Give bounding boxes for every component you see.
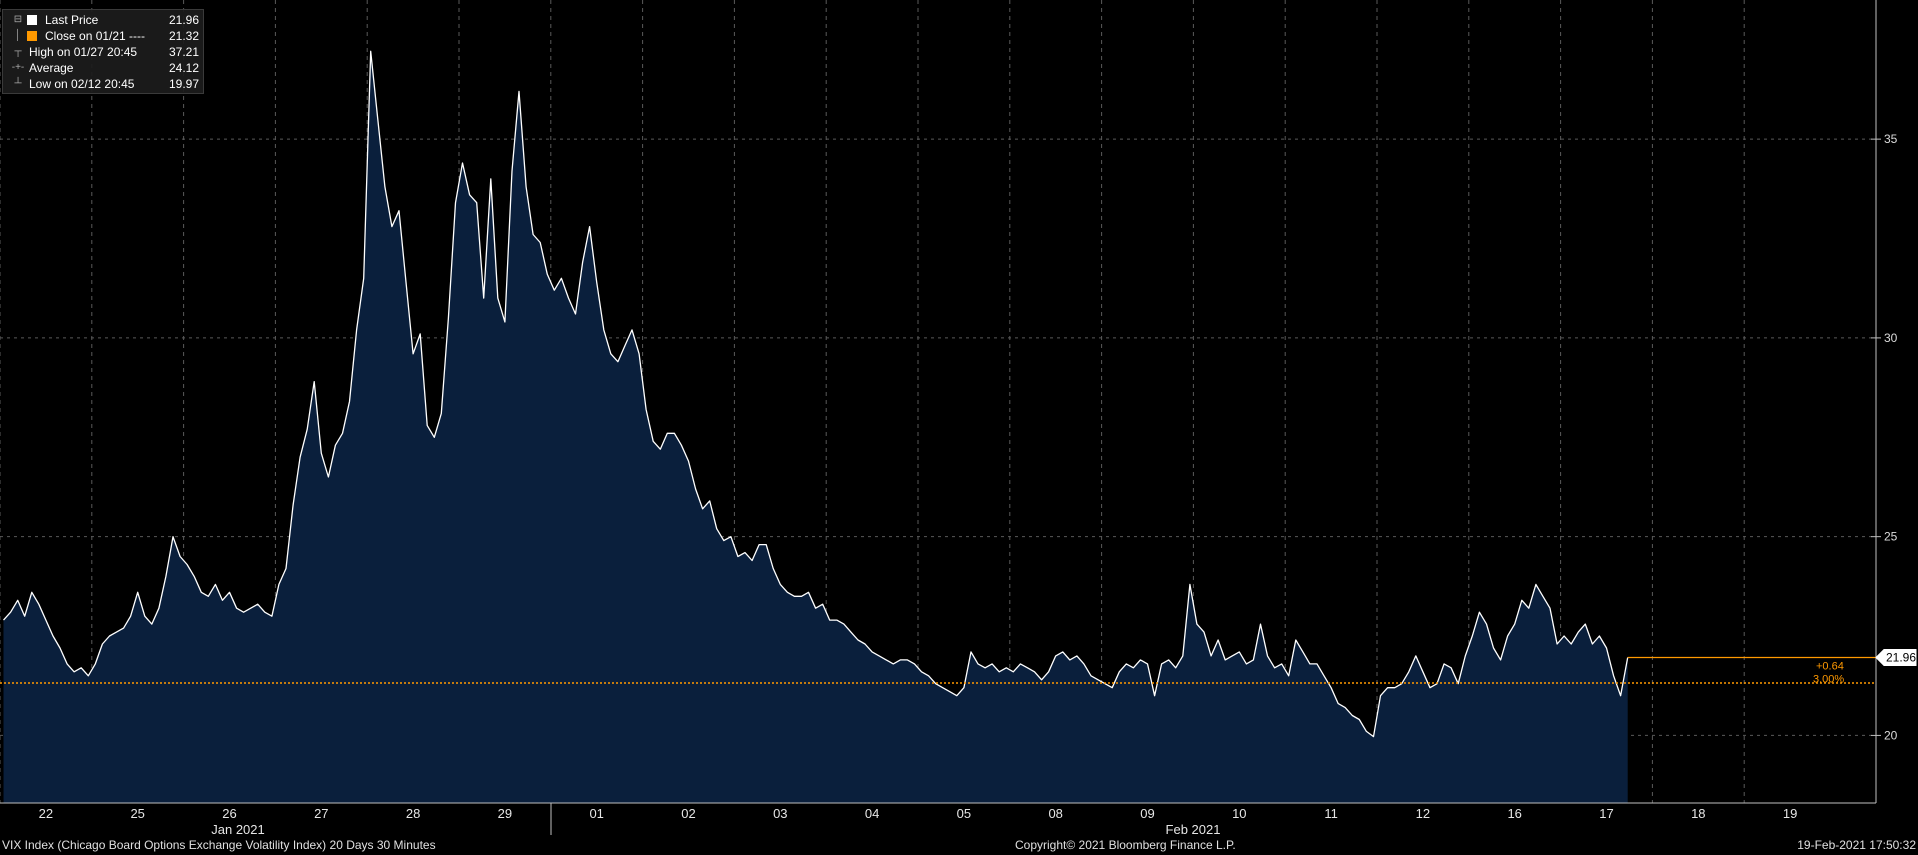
legend-label: Close on 01/21 ---- [45, 29, 146, 43]
average-marker-icon: -+- [11, 62, 25, 73]
legend-label: Average [29, 61, 74, 75]
price-area [3, 50, 1629, 804]
y-tick-label: 20 [1884, 728, 1898, 742]
x-tick-label: 02 [681, 806, 695, 821]
y-tick-label: 35 [1884, 132, 1898, 146]
copyright-notice: Copyright© 2021 Bloomberg Finance L.P. [1015, 838, 1236, 852]
close-swatch-icon [27, 31, 37, 41]
x-tick-label: 22 [39, 806, 53, 821]
legend-value: 21.96 [168, 13, 199, 27]
y-tick-label: 30 [1884, 331, 1898, 345]
x-tick-label: 28 [406, 806, 420, 821]
legend-label: Low on 02/12 20:45 [29, 77, 135, 91]
x-month-label: Jan 2021 [211, 822, 265, 837]
y-axis: 20 25 30 35 [1871, 0, 1898, 803]
security-description: VIX Index (Chicago Board Options Exchang… [2, 838, 436, 852]
legend-label: High on 01/27 20:45 [29, 45, 138, 59]
x-tick-label: 03 [773, 806, 787, 821]
x-tick-label: 16 [1507, 806, 1521, 821]
legend-average: -+- Average 24.12 [11, 60, 199, 76]
tree-line-icon: │ [14, 30, 22, 41]
legend-collapse-icon[interactable]: ⊟ [13, 14, 23, 25]
x-tick-label: 25 [130, 806, 144, 821]
legend-value: 21.32 [168, 29, 199, 43]
x-tick-label: 09 [1140, 806, 1154, 821]
last-price-tag-label: 21.96 [1886, 651, 1916, 665]
x-tick-label: 08 [1048, 806, 1062, 821]
legend-value: 24.12 [168, 61, 199, 75]
x-tick-label: 29 [498, 806, 512, 821]
x-tick-label: 04 [865, 806, 879, 821]
x-tick-label: 11 [1324, 806, 1338, 821]
last-price-markers: 21.96 +0.643.00% [1627, 649, 1917, 686]
x-tick-label: 27 [314, 806, 328, 821]
x-tick-label: 10 [1232, 806, 1246, 821]
price-line [3, 50, 1629, 738]
y-tick-label: 25 [1884, 530, 1898, 544]
legend-last-price: ⊟ Last Price 21.96 [11, 12, 199, 28]
chart-legend: ⊟ Last Price 21.96 │ Close on 01/21 ----… [2, 9, 204, 94]
x-tick-label: 17 [1599, 806, 1613, 821]
legend-high: ┬ High on 01/27 20:45 37.21 [11, 44, 199, 60]
x-tick-label: 26 [222, 806, 236, 821]
timestamp: 19-Feb-2021 17:50:32 [1797, 838, 1916, 852]
x-tick-label: 19 [1783, 806, 1797, 821]
legend-value: 37.21 [168, 45, 199, 59]
x-axis: 22 25 26 27 28 29 01 02 03 04 05 08 09 10 11 12 16 17 18 19… [0, 802, 1876, 837]
last-price-swatch-icon [27, 15, 37, 25]
last-price-tag [1875, 649, 1917, 667]
x-tick-label: 05 [957, 806, 971, 821]
legend-low: ┴ Low on 02/12 20:45 19.97 [11, 76, 199, 92]
legend-close: │ Close on 01/21 ---- 21.32 [11, 28, 199, 44]
change-pct-label: 3.00% [1813, 674, 1844, 686]
x-month-label: Feb 2021 [1166, 822, 1221, 837]
x-tick-label: 12 [1416, 806, 1430, 821]
high-marker-icon: ┬ [14, 46, 22, 57]
x-tick-label: 01 [589, 806, 603, 821]
legend-label: Last Price [45, 13, 99, 27]
legend-value: 19.97 [168, 77, 199, 91]
change-label: +0.64 [1816, 661, 1844, 673]
low-marker-icon: ┴ [14, 78, 22, 89]
area-fill [3, 51, 1628, 804]
x-tick-label: 18 [1691, 806, 1705, 821]
